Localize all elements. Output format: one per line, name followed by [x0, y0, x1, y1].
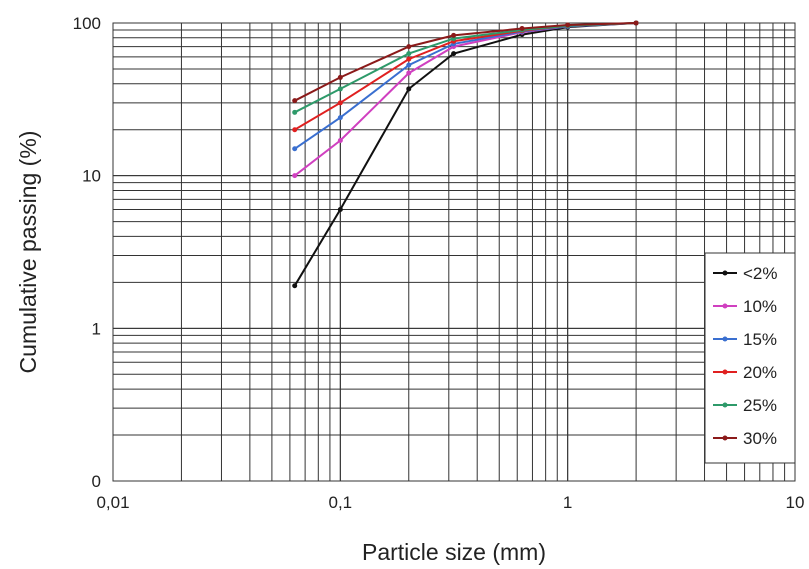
- data-point: [406, 70, 412, 76]
- x-tick-label: 10: [786, 493, 805, 512]
- x-tick-label: 0,1: [329, 493, 353, 512]
- y-tick-label: 0: [92, 472, 101, 491]
- legend-item: 25%: [713, 396, 777, 415]
- data-point: [337, 100, 343, 106]
- y-axis-label: Cumulative passing (%): [15, 131, 41, 374]
- legend-box: [704, 252, 796, 464]
- legend-label: 20%: [743, 363, 777, 382]
- data-point: [292, 173, 298, 179]
- x-tick-label: 1: [563, 493, 572, 512]
- legend-marker: [722, 336, 728, 342]
- y-tick-label: 1: [92, 319, 101, 338]
- data-point: [292, 283, 298, 289]
- data-point: [337, 137, 343, 143]
- series-6: [292, 20, 639, 104]
- data-point: [292, 146, 298, 152]
- y-tick-labels: 0 1 10 100: [73, 14, 101, 491]
- legend-item: 10%: [713, 297, 777, 316]
- data-point: [337, 74, 343, 80]
- legend-item: 15%: [713, 330, 777, 349]
- data-point: [633, 20, 639, 26]
- data-point: [406, 44, 412, 50]
- legend-label: <2%: [743, 264, 778, 283]
- legend-item: 20%: [713, 363, 777, 382]
- legend-marker: [722, 402, 728, 408]
- x-tick-label: 0,01: [96, 493, 129, 512]
- data-point: [292, 109, 298, 115]
- plot-frame: [112, 22, 796, 482]
- y-tick-label: 10: [82, 167, 101, 186]
- data-point: [519, 26, 525, 32]
- legend: <2% 10% 15% 20% 25% 30%: [704, 252, 796, 464]
- legend-marker: [722, 369, 728, 375]
- legend-item: <2%: [713, 264, 778, 283]
- data-point: [337, 207, 343, 213]
- legend-item: 30%: [713, 429, 777, 448]
- data-point: [406, 51, 412, 57]
- data-point: [406, 56, 412, 62]
- y-tick-label: 100: [73, 14, 101, 33]
- legend-marker: [722, 303, 728, 309]
- data-point: [406, 62, 412, 68]
- data-point: [292, 127, 298, 133]
- legend-label: 25%: [743, 396, 777, 415]
- data-point: [292, 98, 298, 104]
- data-point: [337, 86, 343, 92]
- legend-marker: [722, 435, 728, 441]
- data-point: [451, 51, 457, 57]
- legend-label: 10%: [743, 297, 777, 316]
- data-point: [337, 115, 343, 121]
- data-point: [406, 86, 412, 92]
- grid-lines: [112, 22, 796, 482]
- data-point: [451, 32, 457, 38]
- x-axis-label: Particle size (mm): [362, 539, 546, 565]
- legend-label: 15%: [743, 330, 777, 349]
- legend-label: 30%: [743, 429, 777, 448]
- series-layer: [292, 20, 639, 289]
- x-tick-labels: 0,01 0,1 1 10: [96, 493, 804, 512]
- data-point: [565, 22, 571, 28]
- legend-marker: [722, 270, 728, 276]
